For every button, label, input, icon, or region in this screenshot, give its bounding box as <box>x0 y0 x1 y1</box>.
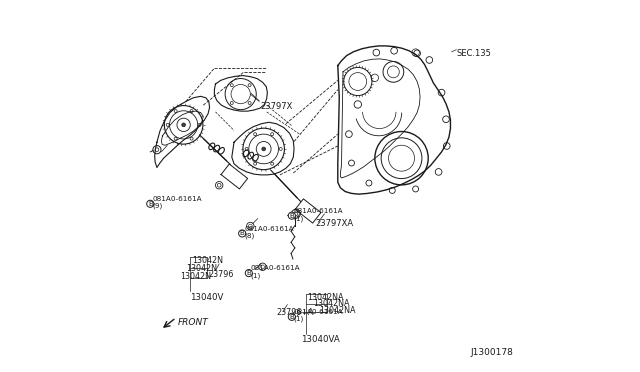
Circle shape <box>182 123 186 127</box>
Text: J1300178: J1300178 <box>470 347 513 356</box>
Text: FRONT: FRONT <box>178 318 209 327</box>
Text: 23797X: 23797X <box>260 102 292 111</box>
Text: 13040VA: 13040VA <box>301 335 339 344</box>
Text: SEC.135: SEC.135 <box>456 49 492 58</box>
Text: 13042NA: 13042NA <box>314 299 350 308</box>
Text: 081A0-6161A
(1): 081A0-6161A (1) <box>250 265 300 279</box>
Text: 23796+A: 23796+A <box>276 308 314 317</box>
Text: 13040V: 13040V <box>189 293 223 302</box>
Text: 081A0-6161A
(1): 081A0-6161A (1) <box>293 309 343 323</box>
Text: B: B <box>240 230 244 237</box>
Text: 081A0-6161A
(1): 081A0-6161A (1) <box>293 208 343 222</box>
Text: B: B <box>246 270 252 276</box>
Text: 13042NA: 13042NA <box>319 307 356 315</box>
Text: 23797XA: 23797XA <box>316 219 354 228</box>
Text: 13042N: 13042N <box>192 256 223 264</box>
Text: 081A0-6161A
(9): 081A0-6161A (9) <box>152 196 202 209</box>
Text: 23796: 23796 <box>209 270 234 279</box>
Circle shape <box>262 147 266 151</box>
Text: 13042N: 13042N <box>187 264 218 273</box>
Text: 081A0-6161A
(8): 081A0-6161A (8) <box>244 225 294 239</box>
Text: B: B <box>148 201 152 207</box>
Text: B: B <box>289 314 294 320</box>
Text: B: B <box>289 213 294 219</box>
Text: 13042NA: 13042NA <box>307 293 344 302</box>
Text: 13042N: 13042N <box>180 272 211 281</box>
